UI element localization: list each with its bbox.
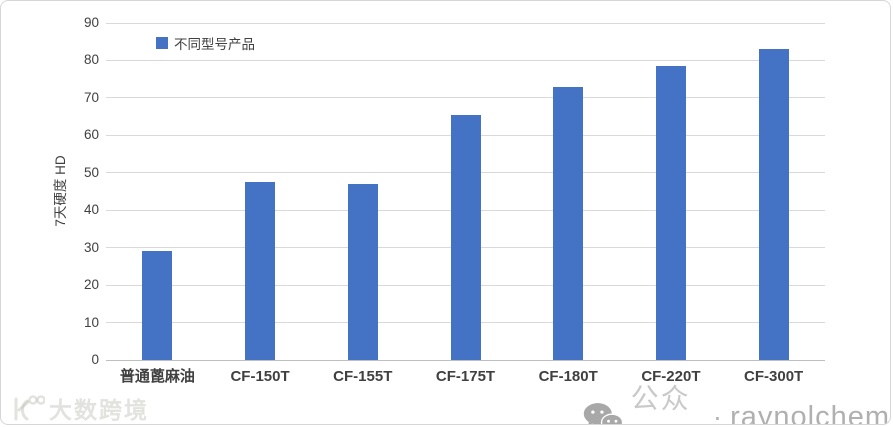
y-tick-label: 30 <box>83 239 99 255</box>
dashukuajing-logo <box>14 395 45 421</box>
y-tick-label: 20 <box>83 277 99 293</box>
y-tick-label: 70 <box>83 89 99 105</box>
x-tick-label: CF-150T <box>230 368 290 385</box>
legend: 不同型号产品 <box>156 33 255 53</box>
x-tick-label: 普通蓖麻油 <box>119 368 195 385</box>
y-tick-label: 60 <box>83 127 99 143</box>
watermark-right: 公众号 · raynolchem <box>583 377 890 425</box>
bar <box>553 86 584 360</box>
y-tick-label: 10 <box>83 314 99 330</box>
bar <box>450 114 481 360</box>
bar <box>245 182 276 360</box>
y-tick-label: 80 <box>83 52 99 68</box>
x-tick-label: CF-180T <box>538 368 598 385</box>
watermark-right-name: raynolchem <box>730 400 890 425</box>
x-axis-line <box>106 359 825 361</box>
watermark-right-prefix: 公众号 <box>630 383 691 424</box>
watermark-left-text: 大数跨境 <box>49 397 149 423</box>
gridline <box>106 97 825 99</box>
y-tick-label: 90 <box>83 15 99 30</box>
watermark-left: 大数跨境 <box>9 391 149 424</box>
y-tick-label: 0 <box>91 352 99 367</box>
bar <box>347 184 378 360</box>
x-tick-label: CF-155T <box>333 368 393 385</box>
bar <box>655 66 686 360</box>
bar <box>142 251 173 360</box>
y-tick-label: 50 <box>83 164 99 180</box>
gridline <box>106 59 825 61</box>
x-tick-label: CF-300T <box>744 368 804 385</box>
wechat-icon <box>583 402 623 424</box>
bar <box>758 49 789 360</box>
watermark-right-separator: · <box>712 401 723 425</box>
gridline <box>106 22 825 24</box>
legend-swatch <box>156 37 168 49</box>
legend-label: 不同型号产品 <box>174 37 255 52</box>
x-tick-label: CF-175T <box>435 368 496 385</box>
y-tick-label: 40 <box>83 202 99 218</box>
x-tick-label: CF-220T <box>641 368 701 385</box>
